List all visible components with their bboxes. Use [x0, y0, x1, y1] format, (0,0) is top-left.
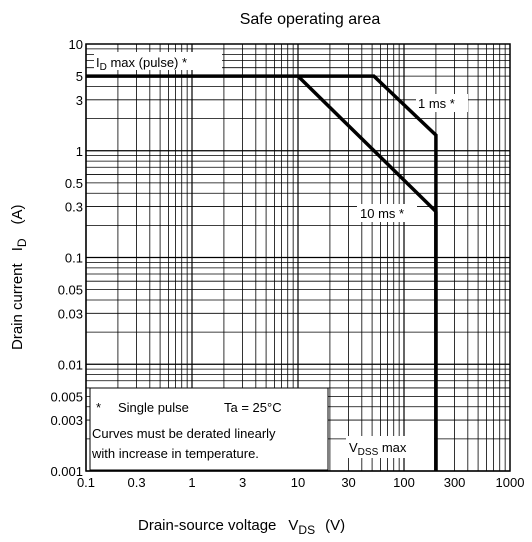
x-tick-label: 1000 [496, 475, 525, 490]
plot-frame [85, 43, 511, 472]
y-tick-label: 1 [76, 144, 83, 159]
x-tick-label: 30 [341, 475, 355, 490]
series-label-rest: max [378, 440, 407, 455]
notes-box: * Single pulse Ta = 25°C Curves must be … [89, 387, 329, 471]
svg-text:VDSS max: VDSS max [349, 440, 407, 458]
x-tick-label: 10 [291, 475, 305, 490]
series-label-sub: D [100, 62, 107, 73]
series-label-rest: max (pulse) * [107, 55, 187, 70]
y-tick-label: 0.003 [50, 413, 83, 428]
chart-series [86, 74, 438, 471]
note-temperature: Ta = 25°C [224, 400, 282, 415]
x-tick-label: 0.3 [128, 475, 146, 490]
series-label-10ms: 10 ms * [357, 204, 417, 222]
y-tick-label: 0.05 [58, 283, 83, 298]
series-label-1ms: 1 ms * [416, 94, 468, 112]
y-tick-label: 0.5 [65, 176, 83, 191]
y-tick-labels: 10 5 3 1 0.5 0.3 0.1 0.05 0.03 0.01 0.005 0.003 0.00… [50, 37, 83, 479]
note-line-2: Curves must be derated linearly [92, 426, 276, 441]
y-tick-label: 10 [69, 37, 83, 52]
series-label-id-max: ID max (pulse) * [94, 52, 222, 73]
x-tick-label: 100 [393, 475, 415, 490]
series-label-main: 1 ms * [418, 96, 455, 111]
x-tick-label: 1 [188, 475, 195, 490]
y-tick-label: 0.005 [50, 389, 83, 404]
x-axis-label: Drain-source voltage VDS (V) [138, 517, 345, 537]
y-axis-label: Drain currentID(A) [9, 204, 29, 350]
series-label-main: 10 ms * [360, 206, 404, 221]
y-tick-label: 0.01 [58, 357, 83, 372]
y-tick-label: 0.3 [65, 200, 83, 215]
series-label-main: V [349, 440, 358, 455]
series-label-sub: DSS [358, 447, 379, 458]
y-tick-label: 0.03 [58, 306, 83, 321]
x-tick-label: 0.1 [77, 475, 95, 490]
series-label-vdss-max: VDSS max [346, 436, 434, 458]
series-line-2 [296, 74, 438, 213]
y-tick-label: 0.001 [50, 464, 83, 479]
x-tick-label: 300 [444, 475, 466, 490]
note-single-pulse: Single pulse [118, 400, 189, 415]
note-star: * [96, 400, 101, 415]
y-tick-label: 3 [76, 93, 83, 108]
x-tick-label: 3 [239, 475, 246, 490]
y-tick-label: 5 [76, 69, 83, 84]
svg-text:ID max (pulse) *: ID max (pulse) * [96, 55, 187, 73]
chart-title: Safe operating area [240, 11, 381, 28]
y-tick-label: 0.1 [65, 251, 83, 266]
series-label-main: I [96, 55, 100, 70]
x-tick-labels: 0.1 0.3 1 3 10 30 100 300 1000 [77, 475, 525, 490]
note-line-3: with increase in temperature. [91, 446, 259, 461]
